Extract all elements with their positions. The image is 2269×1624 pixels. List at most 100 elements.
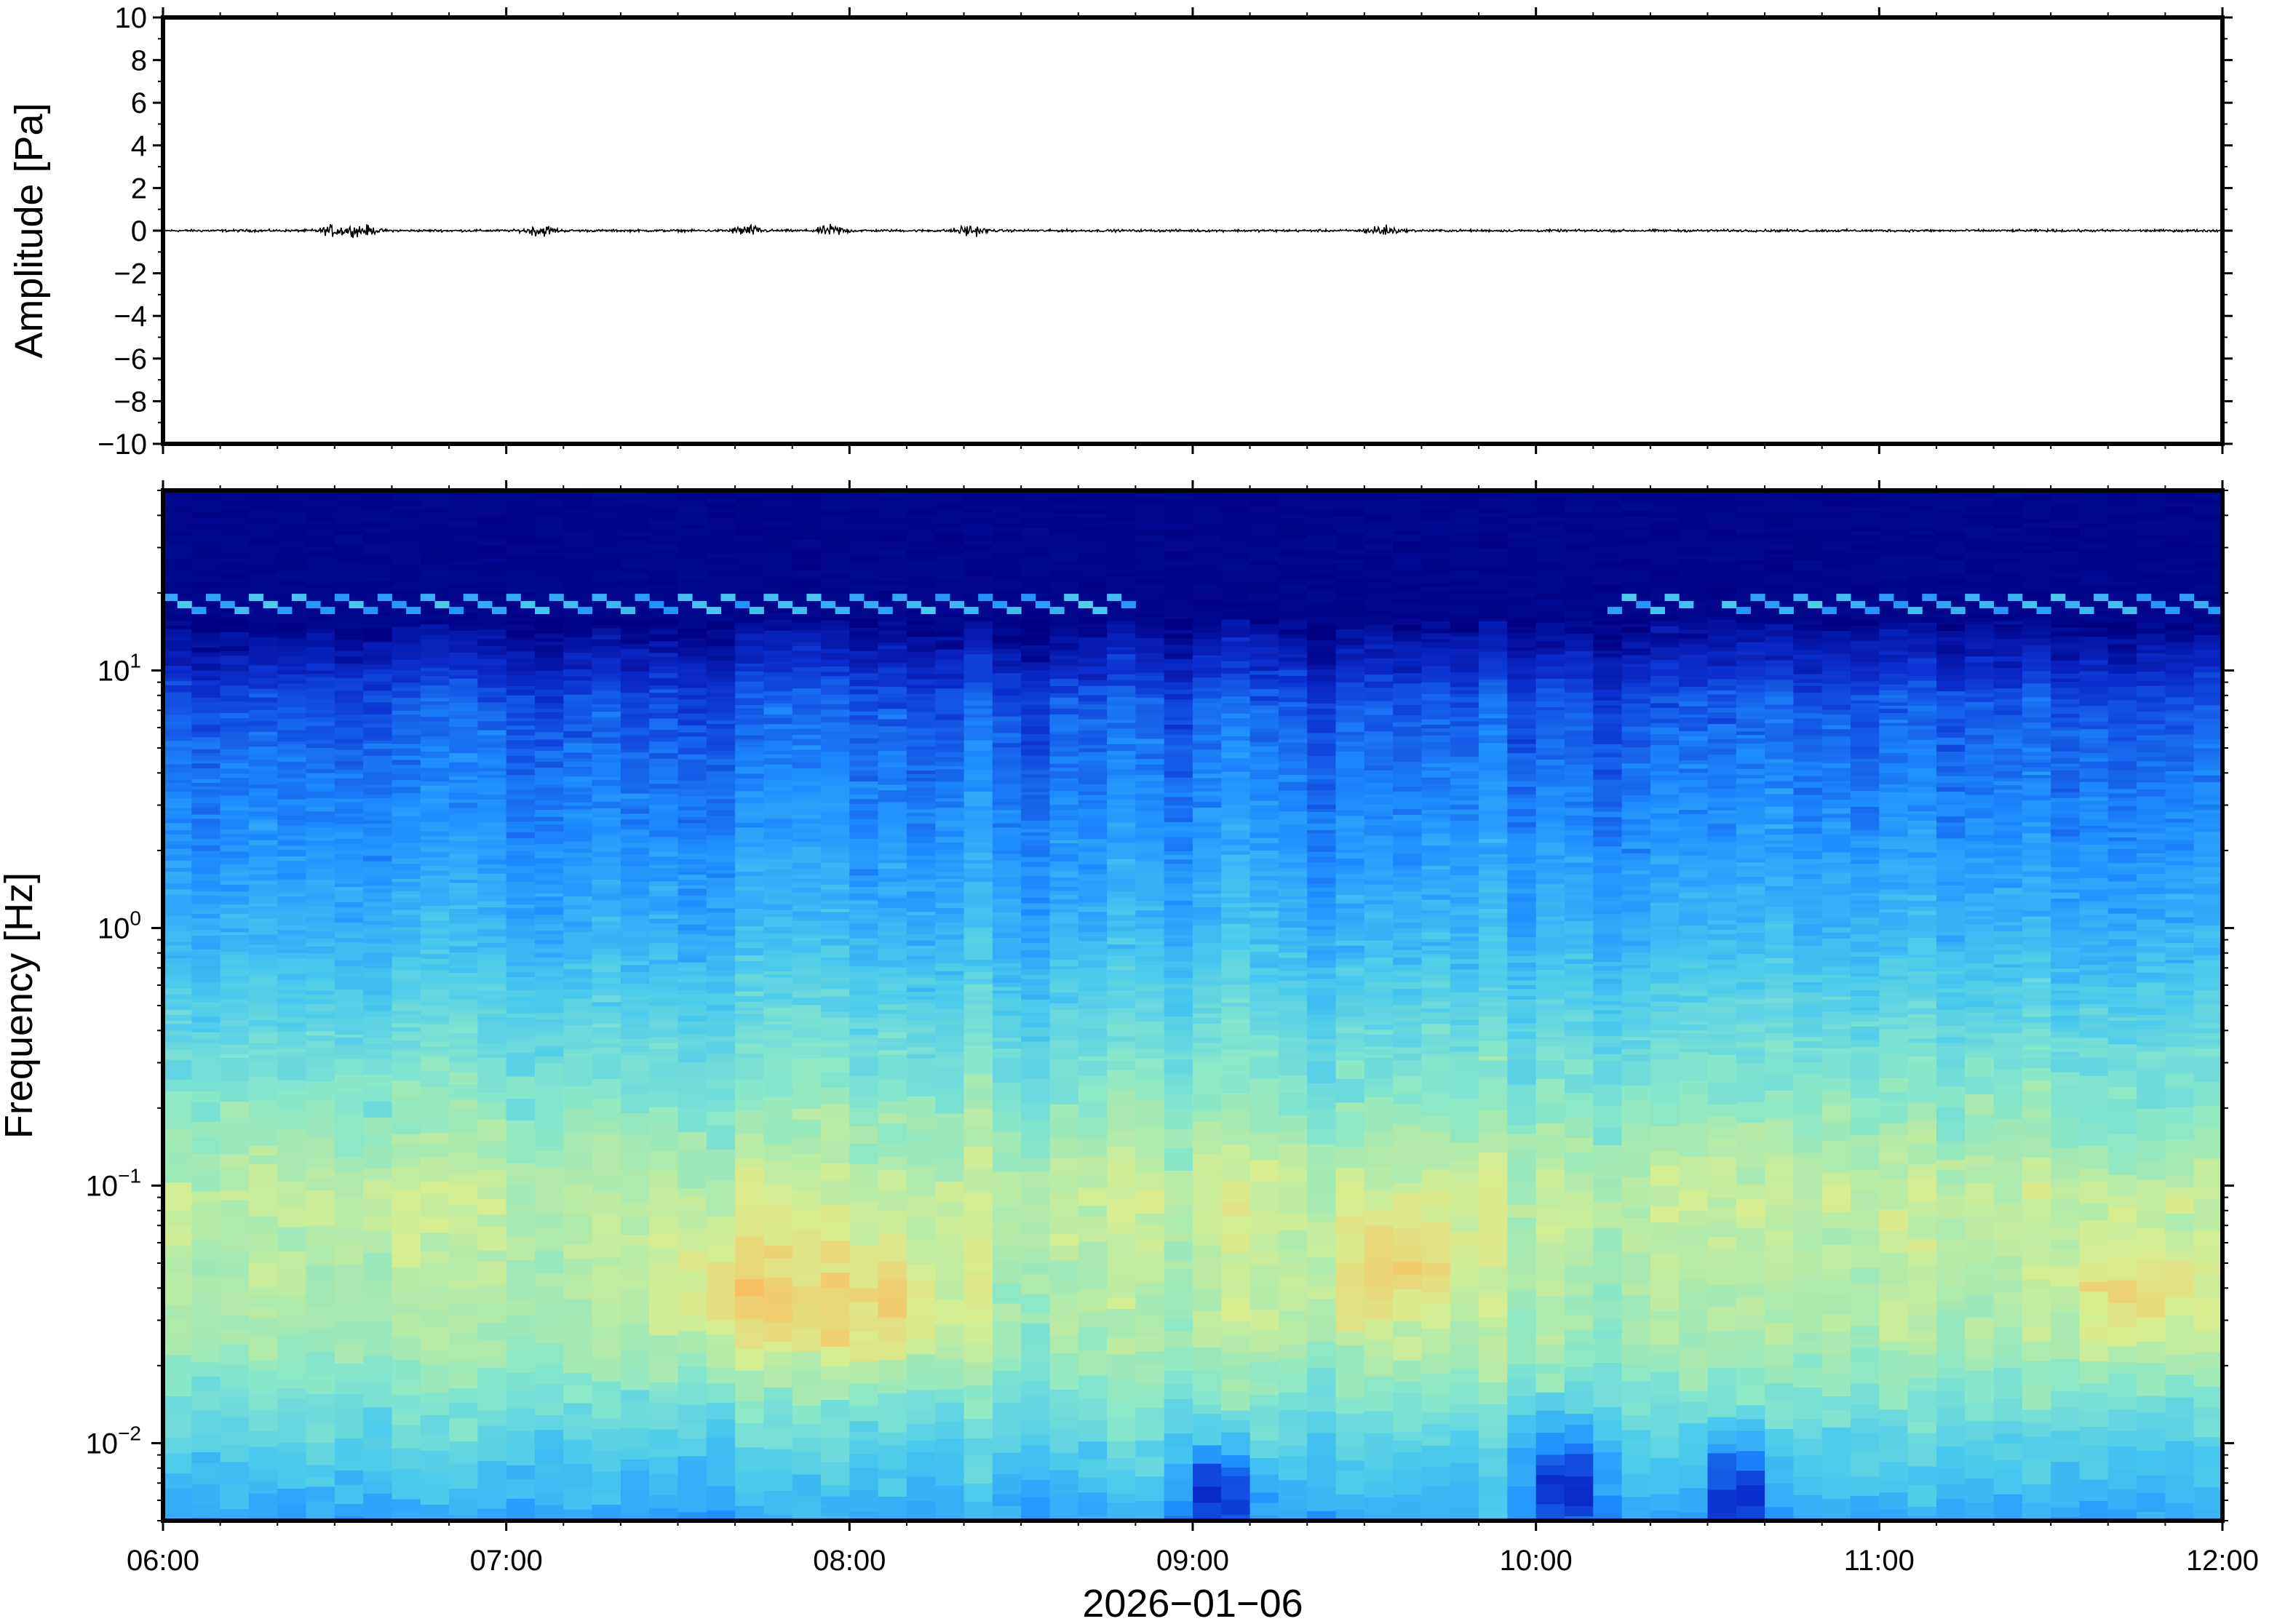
spectrogram-cell [1021,903,1051,910]
spectrogram-cell [163,735,192,741]
spectrogram-cell [935,761,965,767]
spectrogram-cell [1021,615,1051,621]
spectrogram-cell [878,1014,907,1021]
spectrogram-cell [935,748,965,753]
spectrogram-cell [706,1000,736,1006]
spectrogram-cell [935,902,965,909]
spectrogram-cell [534,762,564,768]
spectrogram-cell [220,1154,250,1169]
spectrogram-cell [992,649,1022,654]
spectrogram-cell [334,785,364,792]
spectrogram-cell [449,1049,478,1056]
spectrogram-cell [563,875,593,881]
spectrogram-cell [277,666,307,671]
spectrogram-cell [763,1021,793,1025]
spectrogram-cell [506,621,536,626]
spectrogram-cell [906,1279,936,1298]
spectrogram-cell [563,947,593,955]
spectrogram-cell [1021,720,1051,728]
spectrogram-cell [1049,1117,1079,1139]
spectrogram-cell [306,1047,335,1055]
spectrogram-cell [163,910,192,917]
spectrogram-cell [878,612,907,618]
spectrogram-cell [992,823,1022,829]
spectrogram-cell [763,680,793,686]
spectrogram-cell [563,1024,593,1031]
spectrogram-cell [506,549,536,556]
spectrogram-cell [1049,512,1079,517]
spectrogram-cell [449,762,478,766]
spectrogram-cell [763,1014,793,1019]
spectrogram-cell [620,698,650,703]
spectrogram-cell [792,1424,822,1438]
spectrogram-cell [506,972,536,978]
spectrogram-cell [563,1315,593,1337]
spectrogram-cell [706,765,736,772]
spectrogram-cell [706,686,736,690]
spectrogram-cell [963,582,993,589]
spectrogram-cell [620,1055,650,1060]
spectrogram-cell [649,512,679,520]
spectrogram-cell [1049,1030,1079,1037]
spectrogram-cell [277,1192,307,1208]
spectrogram-cell [420,548,450,554]
spectrogram-cell [992,1321,1022,1343]
spectrogram-cell [763,1121,793,1145]
spectrogram-cell [935,752,965,758]
spectrogram-cell [677,1465,707,1489]
spectrogram-cell [963,877,993,883]
spectrogram-cell [506,1076,536,1088]
spectrogram-cell [821,824,850,830]
spectrogram-cell [592,1214,621,1236]
spectrogram-cell [163,834,192,842]
spectrogram-cell [449,1027,478,1034]
spectrogram-cell [306,717,335,723]
spectrogram-cell [1078,527,1108,534]
spectrogram-cell [392,891,421,895]
spectrogram-cell [1049,1215,1079,1235]
spectrogram-cell [334,607,364,615]
spectrogram-cell [878,1261,907,1279]
spectrogram-cell [1021,1323,1051,1348]
spectrogram-cell [220,965,250,971]
spectrogram-cell [449,1018,478,1022]
spectrogram-cell [1107,1254,1136,1276]
spectrogram-cell [506,893,536,899]
spectrogram-cell [248,677,278,684]
spectrogram-cell [1078,1075,1108,1086]
spectrogram-cell [878,931,907,936]
spectrogram-cell [706,671,736,679]
spectrogram-cell [706,960,736,966]
spectrogram-cell [677,920,707,926]
spectrogram-cell [477,741,507,748]
spectrogram-cell [821,935,850,939]
spectrogram-cell [392,1023,421,1028]
spectrogram-cell [592,712,621,718]
spectrogram-cell [1021,995,1051,1000]
spectrogram-cell [420,776,450,782]
spectrogram-cell [334,490,364,497]
spectrogram-cell [420,980,450,984]
spectrogram-cell [1049,570,1079,576]
spectrogram-cell [420,954,450,960]
spectrogram-column [1049,490,1079,1521]
spectrogram-cell [992,653,1022,661]
spectrogram-cell [821,722,850,726]
spectrogram-cell [992,1011,1022,1016]
spectrogram-cell [677,1228,707,1252]
spectrogram-cell [792,526,822,530]
spectrogram-cell [477,570,507,577]
spectrogram-cell [277,1091,307,1110]
spectrogram-cell [163,1453,192,1474]
spectrogram-cell [163,725,192,730]
spectrogram-cell [906,1038,936,1043]
spectrogram-cell [248,840,278,846]
spectrogram-cell [220,759,250,764]
spectrogram-cell [963,900,993,904]
spectrogram-cell [878,687,907,695]
spectrogram-cell [763,987,793,994]
spectrogram-cell [849,708,879,712]
spectrogram-cell [1078,890,1108,897]
spectrogram-cell [992,682,1022,690]
spectrogram-cell [935,1008,965,1014]
